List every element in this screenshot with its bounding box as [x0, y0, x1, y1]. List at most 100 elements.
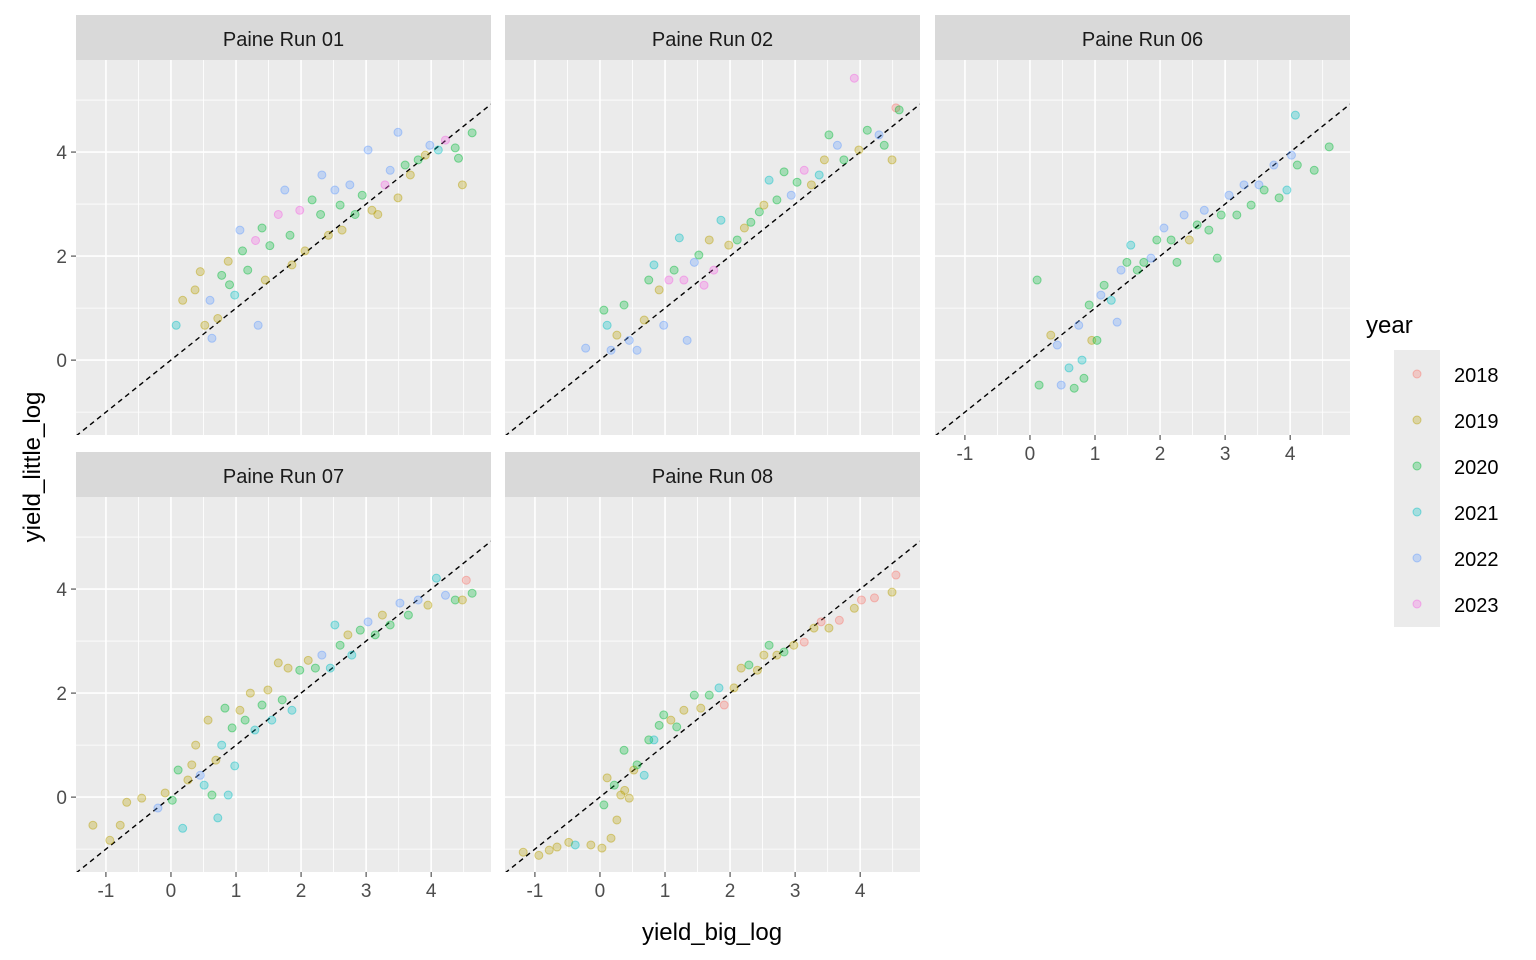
- data-point-2022: [1074, 320, 1084, 330]
- data-point-2020: [1204, 225, 1214, 235]
- data-point-2019: [534, 850, 544, 860]
- data-point-2020: [285, 230, 295, 240]
- facet-title: Paine Run 08: [652, 466, 773, 488]
- y-tick-label: 4: [56, 580, 67, 601]
- data-point-2022: [581, 343, 591, 353]
- data-point-2019: [624, 793, 634, 803]
- data-point-2019: [457, 180, 467, 190]
- data-point-2019: [457, 595, 467, 605]
- data-point-2022: [393, 127, 403, 137]
- data-point-2022: [1269, 160, 1279, 170]
- data-point-2020: [400, 160, 410, 170]
- panel-background: [935, 60, 1350, 435]
- data-point-2019: [105, 835, 115, 845]
- x-tick-label: -1: [526, 881, 543, 902]
- data-point-2020: [295, 665, 305, 675]
- data-point-2019: [564, 837, 574, 847]
- data-point-2019: [887, 155, 897, 165]
- legend-key-2023: [1412, 599, 1422, 609]
- data-point-2021: [433, 145, 443, 155]
- data-point-2020: [746, 217, 756, 227]
- data-point-2020: [467, 588, 477, 598]
- data-point-2020: [779, 167, 789, 177]
- data-point-2019: [887, 587, 897, 597]
- data-point-2022: [632, 345, 642, 355]
- data-point-2022: [395, 598, 405, 608]
- data-point-2022: [786, 190, 796, 200]
- legend-key-2018: [1412, 369, 1422, 379]
- data-point-2022: [440, 590, 450, 600]
- data-point-2020: [403, 610, 413, 620]
- data-point-2019: [739, 223, 749, 233]
- data-point-2021: [716, 215, 726, 225]
- data-point-2020: [839, 155, 849, 165]
- data-point-2019: [612, 330, 622, 340]
- data-point-2019: [854, 145, 864, 155]
- data-point-2019: [191, 740, 201, 750]
- data-point-2019: [367, 205, 377, 215]
- data-point-2022: [205, 295, 215, 305]
- data-point-2019: [213, 313, 223, 323]
- facet-strip: [76, 452, 491, 497]
- data-point-2021: [649, 735, 659, 745]
- data-point-2020: [355, 625, 365, 635]
- data-point-2020: [1259, 185, 1269, 195]
- data-point-2019: [606, 833, 616, 843]
- data-point-2020: [467, 128, 477, 138]
- x-tick-label: -1: [97, 881, 114, 902]
- data-point-2020: [227, 723, 237, 733]
- data-point-2021: [1290, 110, 1300, 120]
- data-point-2021: [602, 320, 612, 330]
- data-point-2020: [862, 125, 872, 135]
- data-point-2020: [350, 209, 360, 219]
- data-point-2019: [597, 843, 607, 853]
- data-point-2020: [894, 105, 904, 115]
- data-point-2019: [666, 715, 676, 725]
- data-point-2020: [1122, 257, 1132, 267]
- data-point-2020: [217, 270, 227, 280]
- data-point-2019: [393, 193, 403, 203]
- data-point-2023: [380, 180, 390, 190]
- data-point-2020: [310, 663, 320, 673]
- x-tick-label: 4: [1285, 444, 1296, 465]
- data-point-2020: [357, 190, 367, 200]
- data-point-2019: [211, 755, 221, 765]
- data-point-2021: [267, 715, 277, 725]
- data-point-2023: [679, 275, 689, 285]
- data-point-2019: [704, 235, 714, 245]
- data-point-2020: [1032, 275, 1042, 285]
- data-point-2019: [620, 785, 630, 795]
- data-point-2019: [1184, 235, 1194, 245]
- panel-background: [76, 60, 491, 435]
- reference-line-y-equals-x: [935, 103, 1350, 435]
- data-point-2020: [1292, 160, 1302, 170]
- legend-label: 2018: [1454, 365, 1499, 387]
- data-point-2019: [122, 797, 132, 807]
- x-tick-label: 4: [426, 881, 437, 902]
- data-point-2019: [405, 170, 415, 180]
- legend-title: year: [1366, 312, 1413, 339]
- data-point-2019: [1087, 335, 1097, 345]
- data-point-2020: [779, 647, 789, 657]
- data-point-2019: [586, 840, 596, 850]
- data-point-2020: [1246, 200, 1256, 210]
- x-tick-label: 0: [166, 881, 177, 902]
- data-point-2020: [824, 130, 834, 140]
- data-point-2019: [160, 788, 170, 798]
- data-point-2020: [238, 246, 248, 256]
- facet-strip: [505, 15, 920, 60]
- data-point-2020: [632, 760, 642, 770]
- data-point-2021: [1077, 355, 1087, 365]
- data-point-2020: [1192, 220, 1202, 230]
- data-point-2020: [644, 735, 654, 745]
- data-point-2019: [273, 658, 283, 668]
- data-point-2020: [619, 300, 629, 310]
- data-point-2021: [178, 823, 188, 833]
- data-point-2022: [1239, 180, 1249, 190]
- facet-title: Paine Run 01: [223, 29, 344, 51]
- data-point-2020: [1216, 210, 1226, 220]
- data-point-2022: [153, 803, 163, 813]
- data-point-2022: [345, 180, 355, 190]
- x-tick-label: 2: [1155, 444, 1166, 465]
